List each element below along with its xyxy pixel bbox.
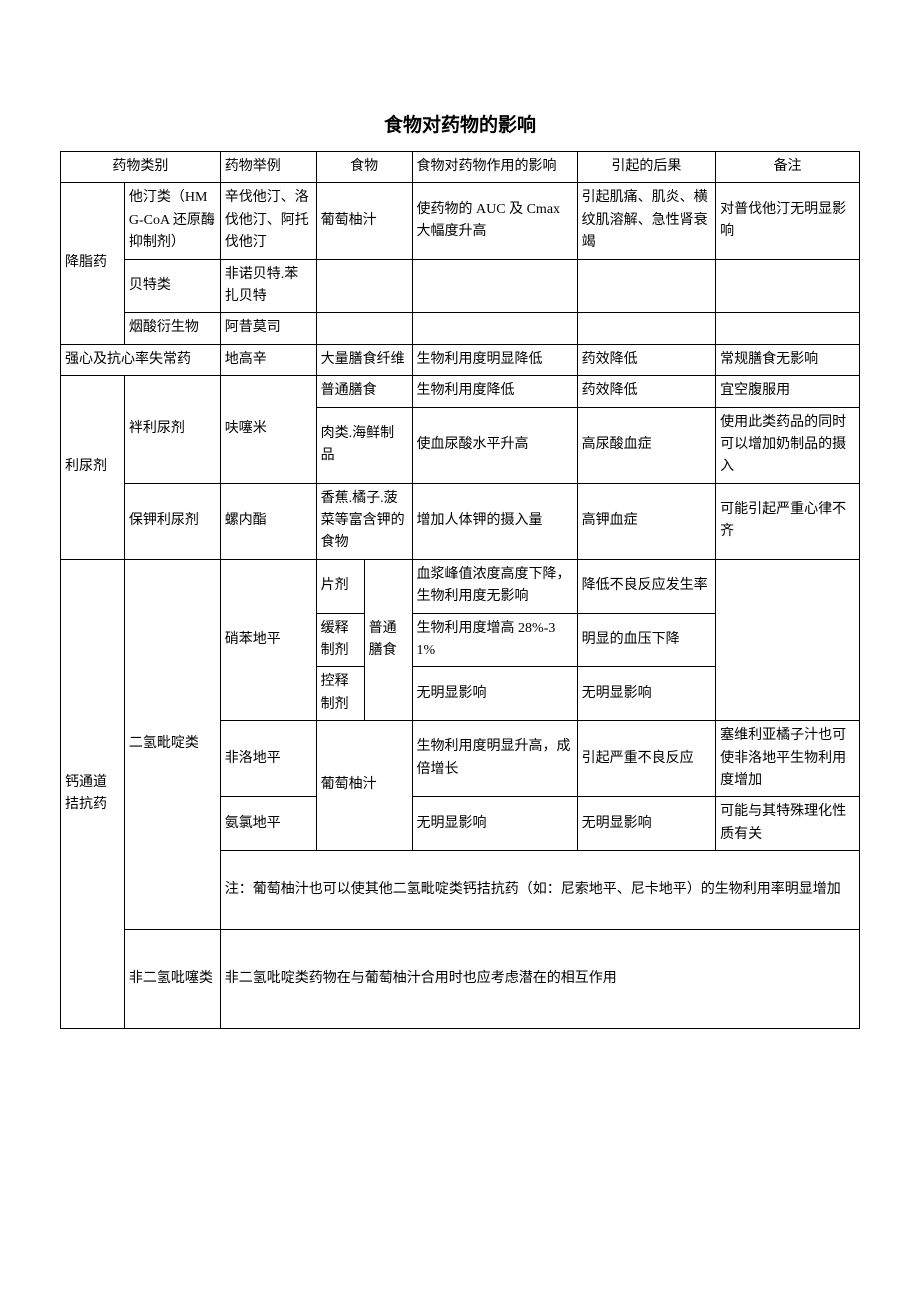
cell-statin-consequence: 引起肌痛、肌炎、横纹肌溶解、急性肾衰竭: [577, 183, 715, 259]
cell-amlodipine-cons: 无明显影响: [577, 797, 715, 851]
table-row: 贝特类 非诺贝特.苯扎贝特: [61, 259, 860, 313]
cell-niacin-name: 烟酸衍生物: [124, 313, 220, 344]
table-row: 强心及抗心率失常药 地高辛 大量膳食纤维 生物利用度明显降低 药效降低 常规膳食…: [61, 344, 860, 375]
cell-ccb-cat: 钙通道拮抗药: [61, 559, 125, 1028]
header-category: 药物类别: [61, 152, 221, 183]
cell-nifedipine-name: 硝苯地平: [220, 559, 316, 720]
cell-cardiac-example: 地高辛: [220, 344, 316, 375]
cell-nif-food: 普通膳食: [364, 559, 412, 720]
cell-diuretic-cat: 利尿剂: [61, 376, 125, 560]
cell-fibrate-example: 非诺贝特.苯扎贝特: [220, 259, 316, 313]
cell-dhp-name: 二氢毗啶类: [124, 559, 220, 929]
cell-niacin-example: 阿昔莫司: [220, 313, 316, 344]
cell-statin-food: 葡萄柚汁: [316, 183, 412, 259]
cell-cardiac-consequence: 药效降低: [577, 344, 715, 375]
header-effect: 食物对药物作用的影响: [412, 152, 577, 183]
table-row: 非二氢吡噻类 非二氢吡啶类药物在与葡萄柚汁合用时也应考虑潜在的相互作用: [61, 930, 860, 1029]
cell-nif-cr-effect: 无明显影响: [412, 667, 577, 721]
cell-nif-tablet: 片剂: [316, 559, 364, 613]
cell-nif-cr-cons: 无明显影响: [577, 667, 715, 721]
cell-empty: [316, 259, 412, 313]
cell-nif-sr: 缓释制剂: [316, 613, 364, 667]
table-header-row: 药物类别 药物举例 食物 食物对药物作用的影响 引起的后果 备注: [61, 152, 860, 183]
cell-empty: [316, 313, 412, 344]
cell-felodipine-food: 葡萄柚汁: [316, 721, 412, 851]
cell-loop-cons2: 高尿酸血症: [577, 407, 715, 483]
cell-loop-name: 袢利尿剂: [124, 376, 220, 484]
header-food: 食物: [316, 152, 412, 183]
cell-amlodipine-name: 氨氯地平: [220, 797, 316, 851]
cell-empty: [577, 313, 715, 344]
cell-cardiac-cat: 强心及抗心率失常药: [61, 344, 221, 375]
cell-statin-example: 辛伐他汀、洛伐他汀、阿托伐他汀: [220, 183, 316, 259]
cell-loop-cons1: 药效降低: [577, 376, 715, 407]
table-row: 降脂药 他汀类（HMG-CoA 还原酶抑制剂） 辛伐他汀、洛伐他汀、阿托伐他汀 …: [61, 183, 860, 259]
cell-loop-effect2: 使血尿酸水平升高: [412, 407, 577, 483]
cell-ksparing-name: 保钾利尿剂: [124, 483, 220, 559]
cell-ksparing-food: 香蕉.橘子.菠菜等富含钾的食物: [316, 483, 412, 559]
cell-empty: [716, 313, 860, 344]
cell-loop-effect1: 生物利用度降低: [412, 376, 577, 407]
cell-statin-name: 他汀类（HMG-CoA 还原酶抑制剂）: [124, 183, 220, 259]
page-container: 食物对药物的影响 药物类别 药物举例 食物 食物对药物作用的影响 引起的后果 备…: [0, 0, 920, 1069]
cell-statin-note: 对普伐他汀无明显影响: [716, 183, 860, 259]
table-row: 保钾利尿剂 螺内酯 香蕉.橘子.菠菜等富含钾的食物 增加人体钾的摄入量 高钾血症…: [61, 483, 860, 559]
cell-empty: [412, 259, 577, 313]
cell-nif-sr-cons: 明显的血压下降: [577, 613, 715, 667]
header-example: 药物举例: [220, 152, 316, 183]
cell-dhp-footnote: 注：葡萄柚汁也可以使其他二氢毗啶类钙拮抗药（如：尼索地平、尼卡地平）的生物利用率…: [220, 851, 859, 930]
cell-nif-tab-effect: 血浆峰值浓度高度下降，生物利用度无影响: [412, 559, 577, 613]
cell-statin-effect: 使药物的 AUC 及 Cmax大幅度升高: [412, 183, 577, 259]
cell-ksparing-note: 可能引起严重心律不齐: [716, 483, 860, 559]
cell-loop-note2: 使用此类药品的同时可以增加奶制品的摄入: [716, 407, 860, 483]
table-row: 钙通道拮抗药 二氢毗啶类 硝苯地平 片剂 普通膳食 血浆峰值浓度高度下降，生物利…: [61, 559, 860, 613]
cell-cardiac-note: 常规膳食无影响: [716, 344, 860, 375]
cell-nondhp-text: 非二氢吡啶类药物在与葡萄柚汁合用时也应考虑潜在的相互作用: [220, 930, 859, 1029]
cell-cardiac-food: 大量膳食纤维: [316, 344, 412, 375]
cell-loop-note1: 宜空腹服用: [716, 376, 860, 407]
table-row: 利尿剂 袢利尿剂 呋噻米 普通膳食 生物利用度降低 药效降低 宜空腹服用: [61, 376, 860, 407]
cell-felodipine-name: 非洛地平: [220, 721, 316, 797]
cell-ksparing-effect: 增加人体钾的摄入量: [412, 483, 577, 559]
cell-empty: [577, 259, 715, 313]
cell-empty: [716, 259, 860, 313]
cell-loop-example: 呋噻米: [220, 376, 316, 484]
cell-loop-food2: 肉类.海鲜制品: [316, 407, 412, 483]
cell-nif-sr-effect: 生物利用度增高 28%-31%: [412, 613, 577, 667]
cell-nif-tab-cons: 降低不良反应发生率: [577, 559, 715, 613]
cell-empty: [716, 559, 860, 720]
header-consequence: 引起的后果: [577, 152, 715, 183]
cell-felodipine-effect: 生物利用度明显升高，成倍增长: [412, 721, 577, 797]
cell-amlodipine-effect: 无明显影响: [412, 797, 577, 851]
header-note: 备注: [716, 152, 860, 183]
drug-food-table: 药物类别 药物举例 食物 食物对药物作用的影响 引起的后果 备注 降脂药 他汀类…: [60, 151, 860, 1029]
cell-amlodipine-note: 可能与其特殊理化性质有关: [716, 797, 860, 851]
cell-ksparing-cons: 高钾血症: [577, 483, 715, 559]
cell-felodipine-cons: 引起严重不良反应: [577, 721, 715, 797]
cell-nif-cr: 控释制剂: [316, 667, 364, 721]
table-row: 烟酸衍生物 阿昔莫司: [61, 313, 860, 344]
cell-ksparing-example: 螺内酯: [220, 483, 316, 559]
cell-nondhp-name: 非二氢吡噻类: [124, 930, 220, 1029]
page-title: 食物对药物的影响: [60, 110, 860, 137]
cell-felodipine-note: 塞维利亚橘子汁也可使非洛地平生物利用度增加: [716, 721, 860, 797]
cell-loop-food1: 普通膳食: [316, 376, 412, 407]
cell-fibrate-name: 贝特类: [124, 259, 220, 313]
cell-empty: [412, 313, 577, 344]
cell-lipid-cat: 降脂药: [61, 183, 125, 344]
cell-cardiac-effect: 生物利用度明显降低: [412, 344, 577, 375]
